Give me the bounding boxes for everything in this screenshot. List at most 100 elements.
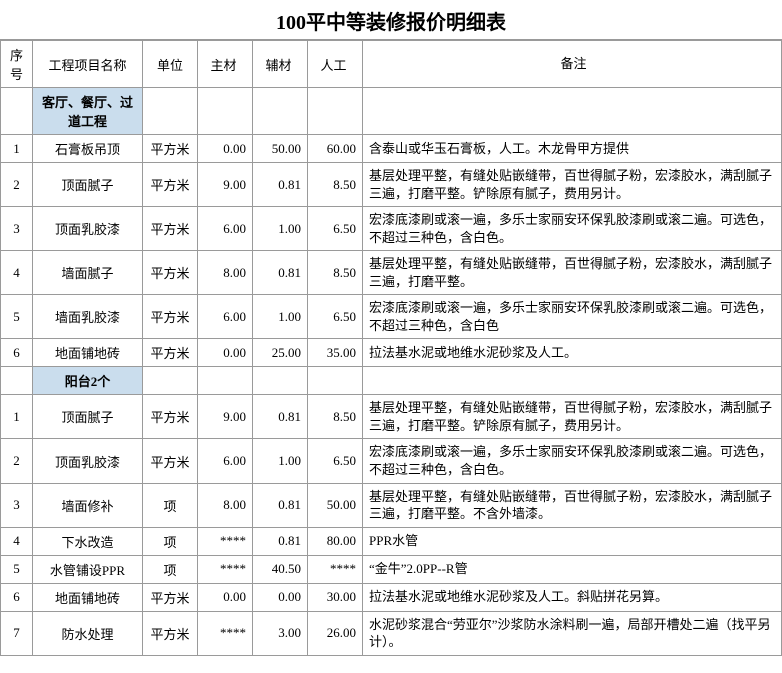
section-title: 客厅、餐厅、过道工程 (33, 88, 143, 135)
table-row: 7防水处理平方米****3.0026.00水泥砂浆混合“劳亚尔”沙浆防水涂料刷一… (1, 611, 782, 655)
table-row: 3顶面乳胶漆平方米6.001.006.50宏漆底漆刷或滚一遍，多乐士家丽安环保乳… (1, 207, 782, 251)
cell-mat1: 6.00 (198, 295, 253, 339)
col-name: 工程项目名称 (33, 41, 143, 88)
section-title: 阳台2个 (33, 367, 143, 395)
cell-note: 基层处理平整，有缝处贴嵌缝带，百世得腻子粉，宏漆胶水，满刮腻子三遍，打磨平整。铲… (363, 163, 782, 207)
quote-table: 序号 工程项目名称 单位 主材 辅材 人工 备注 客厅、餐厅、过道工程1石膏板吊… (0, 40, 782, 656)
cell-labor: 80.00 (308, 527, 363, 555)
cell-name: 下水改造 (33, 527, 143, 555)
cell-note: “金牛”2.0PP--R管 (363, 555, 782, 583)
cell-mat2: 40.50 (253, 555, 308, 583)
cell-mat1: **** (198, 555, 253, 583)
section-row: 客厅、餐厅、过道工程 (1, 88, 782, 135)
cell-labor: 6.50 (308, 207, 363, 251)
cell-note: 拉法基水泥或地维水泥砂浆及人工。 (363, 339, 782, 367)
cell-unit: 平方米 (143, 395, 198, 439)
cell-labor: 26.00 (308, 611, 363, 655)
col-mat1: 主材 (198, 41, 253, 88)
cell-unit: 平方米 (143, 339, 198, 367)
cell-mat1: 0.00 (198, 583, 253, 611)
cell-name: 墙面乳胶漆 (33, 295, 143, 339)
cell-labor: 35.00 (308, 339, 363, 367)
cell-mat1: 9.00 (198, 163, 253, 207)
cell-mat1: 8.00 (198, 251, 253, 295)
cell-unit: 平方米 (143, 251, 198, 295)
cell-name: 地面铺地砖 (33, 339, 143, 367)
cell-seq: 2 (1, 439, 33, 483)
cell-labor: 50.00 (308, 483, 363, 527)
table-row: 5水管铺设PPR项****40.50****“金牛”2.0PP--R管 (1, 555, 782, 583)
cell-mat1: 9.00 (198, 395, 253, 439)
cell-name: 墙面修补 (33, 483, 143, 527)
cell-seq: 2 (1, 163, 33, 207)
table-row: 1顶面腻子平方米9.000.818.50基层处理平整，有缝处贴嵌缝带，百世得腻子… (1, 395, 782, 439)
cell-name: 顶面腻子 (33, 163, 143, 207)
table-row: 1石膏板吊顶平方米0.0050.0060.00含泰山或华玉石膏板，人工。木龙骨甲… (1, 135, 782, 163)
cell-mat2: 0.81 (253, 527, 308, 555)
col-unit: 单位 (143, 41, 198, 88)
cell-name: 地面铺地砖 (33, 583, 143, 611)
cell-unit: 平方米 (143, 583, 198, 611)
cell-mat2: 1.00 (253, 295, 308, 339)
cell-mat1: 6.00 (198, 207, 253, 251)
cell-unit: 平方米 (143, 163, 198, 207)
cell-seq: 4 (1, 527, 33, 555)
cell-note: 基层处理平整，有缝处贴嵌缝带，百世得腻子粉，宏漆胶水，满刮腻子三遍，打磨平整。铲… (363, 395, 782, 439)
cell-note: 宏漆底漆刷或滚一遍，多乐士家丽安环保乳胶漆刷或滚二遍。可选色，不超过三种色，含白… (363, 439, 782, 483)
cell-seq: 3 (1, 483, 33, 527)
cell-name: 石膏板吊顶 (33, 135, 143, 163)
table-row: 3墙面修补项8.000.8150.00基层处理平整，有缝处贴嵌缝带，百世得腻子粉… (1, 483, 782, 527)
cell-note: 水泥砂浆混合“劳亚尔”沙浆防水涂料刷一遍，局部开槽处二遍（找平另计）。 (363, 611, 782, 655)
cell-mat2: 0.81 (253, 395, 308, 439)
col-labor: 人工 (308, 41, 363, 88)
cell-unit: 项 (143, 555, 198, 583)
cell-name: 墙面腻子 (33, 251, 143, 295)
cell-mat2: 0.00 (253, 583, 308, 611)
table-row: 6地面铺地砖平方米0.000.0030.00拉法基水泥或地维水泥砂浆及人工。斜贴… (1, 583, 782, 611)
cell-note: PPR水管 (363, 527, 782, 555)
section-row: 阳台2个 (1, 367, 782, 395)
cell-seq: 7 (1, 611, 33, 655)
cell-seq: 6 (1, 339, 33, 367)
cell-mat2: 3.00 (253, 611, 308, 655)
cell-note: 宏漆底漆刷或滚一遍，多乐士家丽安环保乳胶漆刷或滚二遍。可选色，不超过三种色，含白… (363, 207, 782, 251)
table-row: 4下水改造项****0.8180.00PPR水管 (1, 527, 782, 555)
cell-note: 含泰山或华玉石膏板，人工。木龙骨甲方提供 (363, 135, 782, 163)
cell-unit: 平方米 (143, 207, 198, 251)
cell-seq: 3 (1, 207, 33, 251)
cell-mat2: 0.81 (253, 251, 308, 295)
cell-labor: 6.50 (308, 439, 363, 483)
cell-name: 顶面腻子 (33, 395, 143, 439)
cell-name: 水管铺设PPR (33, 555, 143, 583)
cell-note: 基层处理平整，有缝处贴嵌缝带，百世得腻子粉，宏漆胶水，满刮腻子三遍，打磨平整。不… (363, 483, 782, 527)
header-row: 序号 工程项目名称 单位 主材 辅材 人工 备注 (1, 41, 782, 88)
col-note: 备注 (363, 41, 782, 88)
cell-seq: 5 (1, 555, 33, 583)
cell-mat1: **** (198, 611, 253, 655)
cell-mat2: 1.00 (253, 439, 308, 483)
cell-labor: 8.50 (308, 251, 363, 295)
cell-mat1: 0.00 (198, 135, 253, 163)
cell-seq: 1 (1, 135, 33, 163)
cell-note: 基层处理平整，有缝处贴嵌缝带，百世得腻子粉，宏漆胶水，满刮腻子三遍，打磨平整。 (363, 251, 782, 295)
cell-seq: 5 (1, 295, 33, 339)
cell-labor: 8.50 (308, 163, 363, 207)
cell-unit: 平方米 (143, 439, 198, 483)
table-row: 6地面铺地砖平方米0.0025.0035.00拉法基水泥或地维水泥砂浆及人工。 (1, 339, 782, 367)
cell-unit: 平方米 (143, 135, 198, 163)
cell-note: 宏漆底漆刷或滚一遍，多乐士家丽安环保乳胶漆刷或滚二遍。可选色，不超过三种色，含白… (363, 295, 782, 339)
cell-mat2: 0.81 (253, 483, 308, 527)
cell-unit: 项 (143, 483, 198, 527)
col-seq: 序号 (1, 41, 33, 88)
cell-name: 防水处理 (33, 611, 143, 655)
table-row: 4墙面腻子平方米8.000.818.50基层处理平整，有缝处贴嵌缝带，百世得腻子… (1, 251, 782, 295)
cell-mat2: 25.00 (253, 339, 308, 367)
cell-seq: 6 (1, 583, 33, 611)
cell-mat1: **** (198, 527, 253, 555)
page-title: 100平中等装修报价明细表 (0, 0, 782, 40)
cell-name: 顶面乳胶漆 (33, 439, 143, 483)
cell-mat2: 0.81 (253, 163, 308, 207)
cell-name: 顶面乳胶漆 (33, 207, 143, 251)
cell-mat1: 8.00 (198, 483, 253, 527)
cell-mat1: 0.00 (198, 339, 253, 367)
